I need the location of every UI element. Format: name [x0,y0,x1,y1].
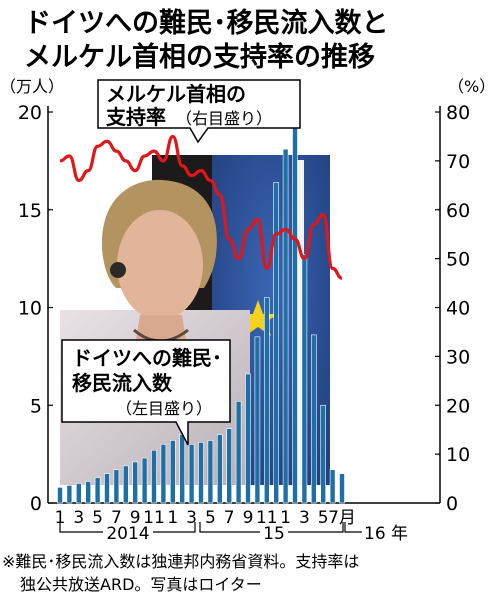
approval-callout-box [97,79,301,144]
refugee-bar [217,434,223,504]
refugee-bar [160,444,167,504]
refugee-bar [282,148,289,504]
refugee-bar [273,182,280,504]
right-tick-label: 10 [446,444,470,466]
right-tick-label: 20 [446,395,470,417]
refugee-bar [292,99,298,504]
photo-flag-star [238,300,278,336]
year-label-bg-16 [362,524,428,540]
refugee-bar [132,461,138,504]
x-tick-label: 1 [280,508,291,528]
right-tick-label: 40 [446,298,470,320]
refugee-bar [226,428,232,504]
refugee-bar [329,469,336,504]
photo-face [117,210,203,320]
refugee-bar [170,440,176,504]
refugee-bar [245,373,251,504]
year-label-bg-2014 [103,524,153,540]
year-label-2014: 2014 [106,524,149,544]
approval-label-line-2: 支持率 [106,105,166,129]
refugee-bar [254,336,261,504]
refugee-bar [76,483,82,504]
angela-merkel-photo [60,155,330,485]
refugee-bar [235,401,242,504]
left-tick-label: 10 [18,298,42,320]
approval-callout: メルケル首相の 支持率 （右目盛り） [97,79,301,144]
x-tick-label: 7月 [328,508,356,528]
left-tick-label: 15 [18,200,42,222]
x-tick-label: 7 [224,508,235,528]
x-tick-label: 9 [130,508,141,528]
approval-line-group [59,134,343,280]
right-tick-label: 60 [446,200,470,222]
refugee-bar [198,442,204,504]
right-tick-label: 30 [446,346,470,368]
x-tick-label: 9 [243,508,254,528]
refugee-bar [123,465,129,504]
refugee-bar [310,334,317,504]
x-tick-label: 1 [167,508,178,528]
refugee-bar [179,434,185,504]
refugee-bar [104,473,110,504]
left-tick-label: 0 [30,493,42,515]
refugee-bar [85,481,91,504]
photo-neck [136,315,186,340]
right-tick-label: 0 [446,493,458,515]
approval-label-line-1: メルケル首相の [106,82,246,106]
x-tick-label: 3 [299,508,310,528]
right-axis-unit: （%） [448,77,495,96]
refugee-label-line-3: （左目盛り） [116,399,212,418]
approval-label-line-3: （右目盛り） [176,109,272,128]
right-tick-label: 80 [446,102,470,124]
bars-group [57,99,345,504]
refugee-bar [263,297,270,504]
x-tick-label: 5 [205,508,216,528]
refugee-bar [94,477,101,504]
refugee-bar [188,444,195,504]
left-axis-unit: （万人） [0,77,64,96]
left-tick-label: 5 [30,395,42,417]
refugee-bar [141,457,148,504]
x-tick-label: 1 [55,508,66,528]
year-label-15: 15 [263,524,285,544]
photo-headset [110,262,126,278]
x-tick-label: 3 [73,508,84,528]
refugee-bar [339,473,345,504]
x-tick-label: 3 [186,508,197,528]
refugee-label-line-2: 移民流入数 [72,371,173,395]
x-tick-label: 7 [111,508,122,528]
refugee-callout-box [61,339,231,446]
x-tick-label: 5 [92,508,103,528]
refugee-callout: ドイツへの難民･ 移民流入数 （左目盛り） [61,339,231,446]
left-tick-label: 20 [18,102,42,124]
x-tick-label: 11 [256,508,278,528]
refugee-bar [57,487,63,504]
photo-right-edge [296,160,304,485]
x-tick-label: 11 [143,508,165,528]
x-tick-label: 5 [318,508,329,528]
chart-axes [47,106,441,504]
right-tick-label: 50 [446,249,470,271]
year-label-16: 16 年 [364,524,408,544]
refugee-label-line-1: ドイツへの難民･ [72,346,222,370]
chart-title-line-1: ドイツへの難民･移民流入数と [24,8,389,39]
refugee-bar [113,469,120,504]
refugee-bar [320,404,327,504]
source-note-line-2: 独公共放送ARD。写真はロイター [20,575,262,594]
refugee-bar [66,485,73,504]
refugee-bar [301,254,308,504]
chart-title-line-2: メルケル首相の支持率の推移 [24,41,375,73]
refugee-bar [207,440,214,504]
right-tick-label: 70 [446,151,470,173]
source-note-line-1: ※難民･移民流入数は独連邦内務省資料。支持率は [2,552,359,571]
year-label-bg-15 [260,524,288,540]
refugee-bar [151,449,157,504]
